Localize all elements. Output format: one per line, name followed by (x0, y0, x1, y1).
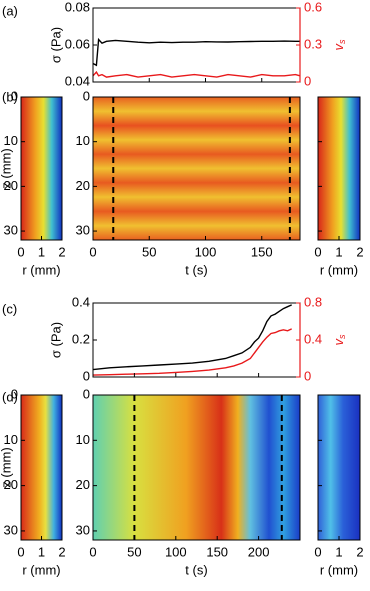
x-tick-label: 0 (17, 244, 24, 259)
panel-label: (c) (2, 301, 17, 316)
panel-label: (d) (2, 389, 18, 404)
y-tick-label: 20 (4, 178, 18, 193)
y-tick-label: 0.06 (65, 36, 90, 51)
x-tick-label: 2 (58, 544, 65, 559)
y-tick-label: 0 (11, 88, 18, 103)
x-tick-label: 1 (335, 244, 342, 259)
y-tick-label: 30 (76, 223, 90, 238)
y-tick-label: 30 (4, 223, 18, 238)
series-line (92, 37, 300, 67)
y-tick-label: 0.04 (65, 73, 90, 88)
x-tick-label: 2 (356, 544, 363, 559)
y2-tick-label: 0 (304, 73, 311, 88)
y-tick-label: 10 (4, 432, 18, 447)
y-axis-label: σ (Pa) (48, 27, 63, 63)
y2-tick-label: 0.4 (304, 331, 322, 346)
y-tick-label: 20 (76, 477, 90, 492)
x-tick-label: 0 (89, 244, 96, 259)
x-tick-label: 100 (165, 544, 187, 559)
x-tick-label: 0 (17, 544, 24, 559)
y-axis-label: z (mm) (0, 447, 13, 487)
heatmap-image (318, 395, 360, 540)
heatmap-image (318, 97, 360, 240)
y2-tick-label: 0.8 (304, 294, 322, 309)
series-line (92, 70, 301, 78)
y-tick-label: 0 (83, 88, 90, 103)
x-tick-label: 50 (142, 244, 156, 259)
x-axis-label: t (s) (185, 562, 207, 577)
y-tick-label: 30 (76, 522, 90, 537)
y-tick-label: 10 (76, 133, 90, 148)
x-tick-label: 100 (195, 244, 217, 259)
y-tick-label: 20 (76, 178, 90, 193)
series-line (92, 328, 292, 376)
y2-tick-label: 0.3 (304, 36, 322, 51)
x-tick-label: 0 (314, 244, 321, 259)
y-tick-label: 0 (11, 386, 18, 401)
x-axis-label: r (mm) (22, 562, 60, 577)
axes-frame (92, 7, 301, 83)
x-tick-label: 1 (38, 244, 45, 259)
y-tick-label: 0 (83, 368, 90, 383)
y2-tick-label: 0.6 (304, 0, 322, 14)
axes-frame (92, 302, 301, 378)
x-tick-label: 150 (206, 544, 228, 559)
x-tick-label: 1 (38, 544, 45, 559)
y-tick-label: 10 (76, 432, 90, 447)
y-tick-label: 20 (4, 477, 18, 492)
heatmap-image (21, 97, 62, 240)
x-tick-label: 1 (335, 544, 342, 559)
axes-frame (92, 96, 301, 241)
axes-frame (92, 394, 301, 541)
y-tick-label: 0.2 (72, 331, 90, 346)
x-tick-label: 2 (58, 244, 65, 259)
x-tick-label: 150 (251, 244, 273, 259)
y2-label-main: v (331, 43, 346, 51)
x-axis-label: t (s) (185, 262, 207, 277)
y2-tick-label: 0 (304, 368, 311, 383)
heatmap-image (93, 97, 300, 240)
y-tick-label: 0.4 (72, 294, 90, 309)
y-tick-label: 30 (4, 522, 18, 537)
y2-label-sub: s (337, 334, 347, 339)
y2-axis-label: vs (331, 334, 347, 346)
x-tick-label: 2 (356, 244, 363, 259)
series-line (92, 304, 292, 371)
x-axis-label: r (mm) (320, 562, 358, 577)
x-tick-label: 0 (89, 544, 96, 559)
x-tick-label: 50 (127, 544, 141, 559)
y-tick-label: 0 (83, 386, 90, 401)
heatmap-image (93, 395, 300, 540)
y2-axis-label: vs (331, 39, 347, 51)
y-tick-label: 0.08 (65, 0, 90, 14)
x-axis-label: r (mm) (22, 262, 60, 277)
y-axis-label: z (mm) (0, 148, 13, 188)
y2-label-main: v (331, 338, 346, 346)
x-tick-label: 0 (314, 544, 321, 559)
heatmap-image (21, 395, 62, 540)
x-tick-label: 200 (248, 544, 270, 559)
panel-label: (b) (2, 89, 18, 104)
y2-label-sub: s (337, 39, 347, 44)
y-tick-label: 10 (4, 133, 18, 148)
y-axis-label: σ (Pa) (48, 322, 63, 358)
panel-label: (a) (2, 3, 18, 18)
x-axis-label: r (mm) (320, 262, 358, 277)
